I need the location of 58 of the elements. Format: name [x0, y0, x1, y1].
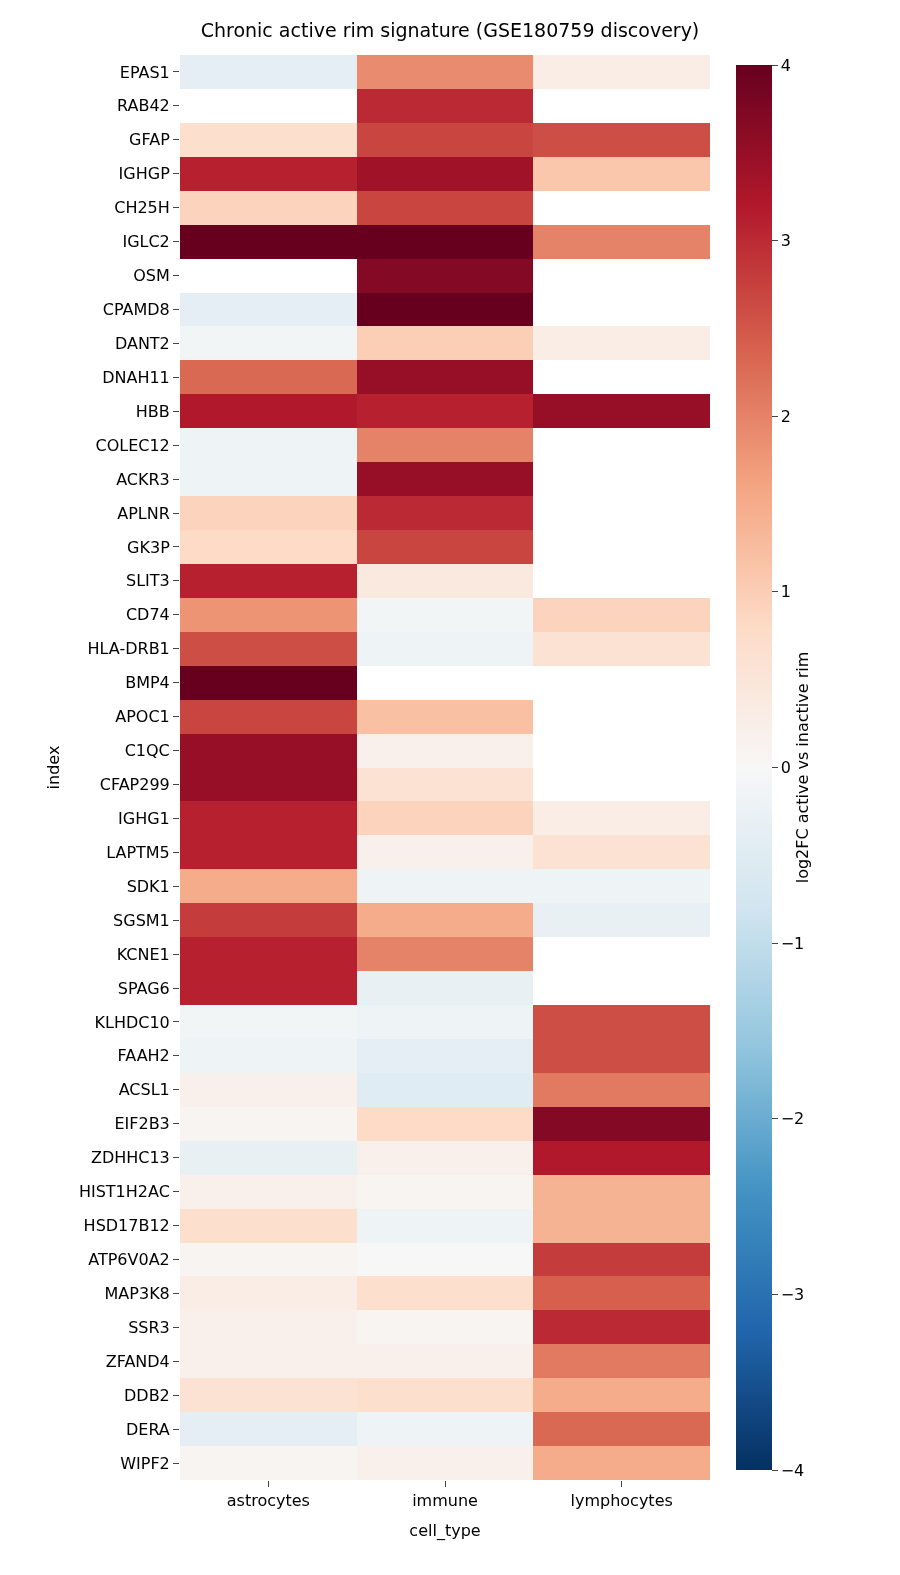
- y-tick-label: WIPF2: [120, 1453, 170, 1473]
- y-tick-label: CPAMD8: [102, 300, 170, 320]
- y-tick-label: HSD17B12: [83, 1216, 170, 1236]
- color-bar-label: 3: [780, 231, 791, 251]
- color-bar-label: 4: [780, 55, 791, 75]
- y-tick-label: DNAH11: [102, 367, 170, 387]
- y-tick-label: HLA-DRB1: [87, 639, 170, 659]
- y-tick-label: SDK1: [126, 876, 170, 896]
- y-tick-label: BMP4: [125, 673, 170, 693]
- y-tick-label: CH25H: [114, 198, 170, 218]
- y-tick-label: ZDHHC13: [90, 1148, 170, 1168]
- color-bar-label: −3: [780, 1284, 805, 1304]
- y-tick-label: SLIT3: [126, 571, 170, 591]
- color-bar-title: log2FC active vs inactive rim: [792, 651, 812, 884]
- y-tick-label: IGHG1: [118, 808, 170, 828]
- y-tick-label: APOC1: [115, 707, 170, 727]
- y-tick-label: FAAH2: [117, 1046, 170, 1066]
- y-tick-label: DANT2: [114, 333, 170, 353]
- y-tick-label: KLHDC10: [94, 1012, 170, 1032]
- x-tick-label: immune: [412, 1491, 478, 1511]
- y-tick-label: CFAP299: [99, 775, 170, 795]
- y-tick-label: HIST1H2AC: [78, 1182, 170, 1202]
- chart-title: Chronic active rim signature (GSE180759 discovery): [200, 18, 700, 41]
- y-tick-label: GK3P: [127, 537, 171, 557]
- y-tick-label: SGSM1: [113, 910, 170, 930]
- y-tick-label: COLEC12: [95, 435, 170, 455]
- y-tick-label: APLNR: [117, 503, 170, 523]
- y-tick-label: IGLC2: [122, 232, 170, 252]
- x-axis-title: cell_type: [409, 1520, 481, 1541]
- y-tick-label: OSM: [133, 266, 170, 286]
- x-tick-label: lymphocytes: [570, 1491, 673, 1511]
- y-tick-label: SPAG6: [117, 978, 170, 998]
- color-bar-label: −1: [780, 933, 805, 953]
- y-tick-label: SSR3: [128, 1317, 170, 1337]
- y-tick-label: MAP3K8: [104, 1283, 170, 1303]
- y-tick-label: ZFAND4: [105, 1351, 170, 1371]
- y-axis-title: index: [43, 745, 63, 790]
- y-tick-label: CD74: [125, 605, 170, 625]
- color-bar-label: 0: [780, 758, 791, 778]
- color-bar-label: 1: [780, 582, 791, 602]
- color-bar-label: −4: [780, 1460, 805, 1480]
- color-bar-label: −2: [780, 1109, 805, 1129]
- y-tick-label: DDB2: [124, 1385, 170, 1405]
- color-bar-label: 2: [780, 406, 791, 426]
- y-tick-label: EPAS1: [119, 62, 170, 82]
- y-tick-label: GFAP: [129, 130, 171, 150]
- y-tick-label: C1QC: [124, 741, 170, 761]
- y-tick-label: ATP6V0A2: [88, 1250, 170, 1270]
- y-tick-label: ACKR3: [116, 469, 170, 489]
- y-tick-label: HBB: [135, 401, 170, 421]
- y-tick-label: KCNE1: [116, 944, 170, 964]
- y-tick-label: RAB42: [117, 96, 170, 116]
- y-tick-label: EIF2B3: [114, 1114, 170, 1134]
- y-tick-label: ACSL1: [118, 1080, 170, 1100]
- y-tick-label: LAPTM5: [106, 842, 170, 862]
- y-tick-label: IGHGP: [118, 164, 171, 184]
- x-tick-label: astrocytes: [226, 1491, 310, 1511]
- y-tick-label: DERA: [125, 1419, 170, 1439]
